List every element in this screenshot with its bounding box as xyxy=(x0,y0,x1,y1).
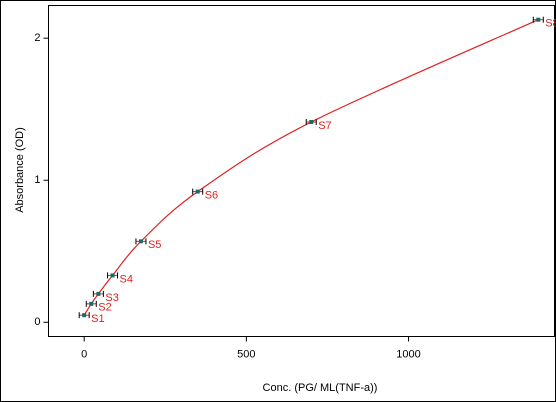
plot-area xyxy=(48,5,555,337)
fit-curve xyxy=(83,19,539,316)
marker xyxy=(110,273,115,278)
marker xyxy=(536,17,541,22)
marker xyxy=(89,301,94,306)
point-label: S8 xyxy=(545,18,556,30)
data-point xyxy=(92,290,104,297)
point-label: S3 xyxy=(105,292,118,304)
marker xyxy=(82,313,87,318)
marker xyxy=(96,291,101,296)
y-axis-label: Absorbance (OD) xyxy=(14,127,26,213)
y-tick-label: 0 xyxy=(34,316,40,328)
data-point xyxy=(85,300,97,307)
point-label: S1 xyxy=(91,313,104,325)
x-tick-label: 0 xyxy=(81,348,87,360)
x-tick-label: 1000 xyxy=(396,348,420,360)
y-tick-label: 2 xyxy=(34,32,40,44)
data-point xyxy=(78,312,90,319)
point-label: S5 xyxy=(148,239,161,251)
data-point xyxy=(532,16,544,23)
data-point xyxy=(305,118,317,125)
data-point xyxy=(192,188,204,195)
point-label: S7 xyxy=(318,120,331,132)
marker xyxy=(138,239,143,244)
x-tick-label: 500 xyxy=(237,348,255,360)
marker xyxy=(195,189,200,194)
point-label: S2 xyxy=(98,302,111,314)
x-axis-label: Conc. (PG/ ML(TNF-a)) xyxy=(263,382,378,394)
data-point xyxy=(107,272,119,279)
marker xyxy=(309,119,314,124)
point-label: S4 xyxy=(120,273,133,285)
point-label: S6 xyxy=(205,190,218,202)
data-point xyxy=(135,238,147,245)
y-tick-label: 1 xyxy=(34,174,40,186)
